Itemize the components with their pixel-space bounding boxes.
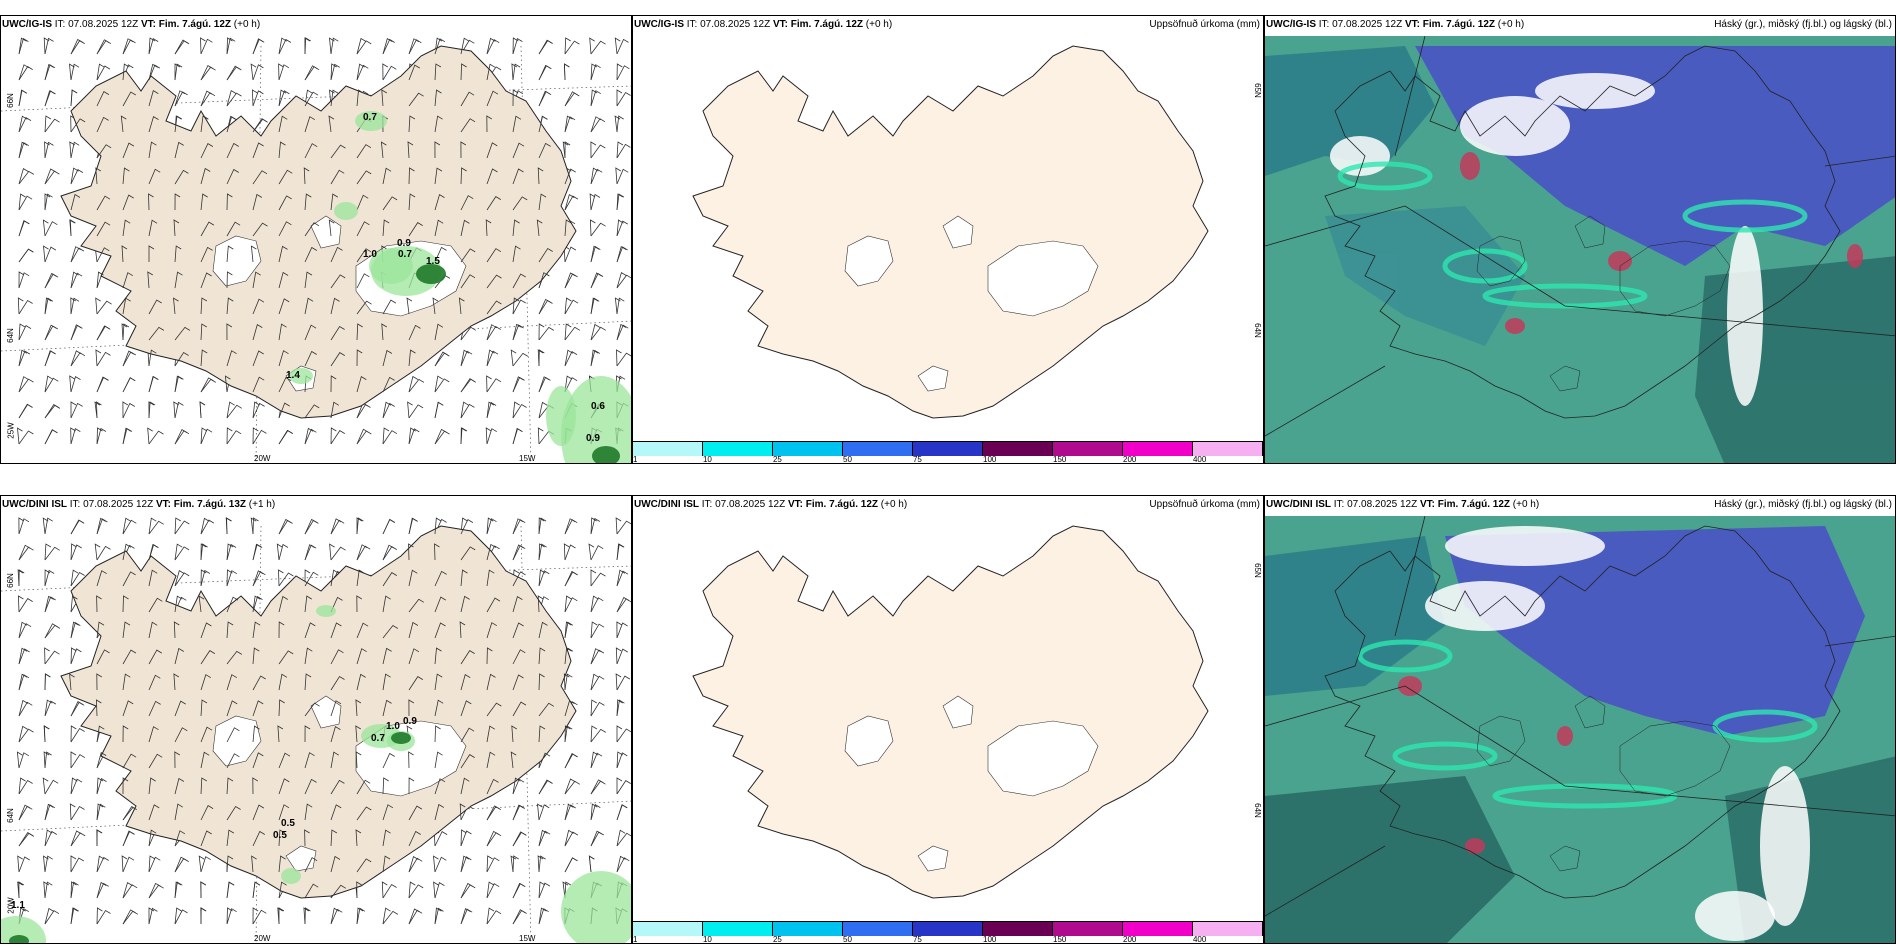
colorbar-label: 75 [912,455,922,464]
lat-label: 66N [5,573,15,588]
colorbar-label: 75 [912,935,922,944]
precip-value-label: 1.4 [286,370,300,381]
panel-title: UWC/IG-IS IT: 07.08.2025 12Z VT: Fim. 7.… [2,19,261,30]
precip-value-label: 1.1 [11,900,25,911]
wind-panel-bottom: UWC/DINI ISL IT: 07.08.2025 12Z VT: Fim.… [0,495,632,944]
precip-value-label: 0.7 [371,733,385,744]
lon-label: 20W [6,897,16,914]
colorbar-swatch [913,922,983,936]
colorbar-swatch [633,922,703,936]
cloud-map[interactable] [1265,496,1896,944]
colorbar-swatch [913,442,983,456]
colorbar-swatch [773,442,843,456]
colorbar-label: 25 [772,935,782,944]
lon-label: 20W [254,454,271,463]
colorbar-swatch [1123,922,1193,936]
colorbar-label: 1 [633,455,638,464]
cloud-panel-top: UWC/IG-IS IT: 07.08.2025 12Z VT: Fim. 7.… [1264,15,1896,464]
colorbar-swatch [1193,922,1263,936]
edge-label: 64N [1253,803,1263,818]
colorbar: 1 10 25 50 75 100 150 200 400 [633,921,1263,943]
panel-field-label: Uppsöfnuð úrkoma (mm) [1149,499,1260,510]
panel-title: UWC/IG-IS IT: 07.08.2025 12Z VT: Fim. 7.… [634,19,893,30]
panel-title: UWC/IG-IS IT: 07.08.2025 12Z VT: Fim. 7.… [1266,19,1525,30]
colorbar-swatch [703,442,773,456]
lat-label: 64N [5,808,15,823]
colorbar-swatch [843,922,913,936]
lon-label: 20W [254,934,271,943]
wind-map[interactable]: 0.71.0 0.9 0.50.5 1.1 [1,496,632,944]
colorbar-swatch [703,922,773,936]
precip-value-label: 0.9 [397,238,411,249]
precip-value-label: 0.7 [398,249,412,260]
colorbar-swatch [1053,442,1123,456]
colorbar-label: 200 [1123,455,1137,464]
panel-title: UWC/DINI ISL IT: 07.08.2025 12Z VT: Fim.… [2,499,276,510]
colorbar-swatch [843,442,913,456]
lon-label: 15W [519,454,536,463]
precip-value-label: 0.5 [281,818,295,829]
panel-title: UWC/DINI ISL IT: 07.08.2025 12Z VT: Fim.… [634,499,908,510]
colorbar-label: 150 [1053,455,1067,464]
panel-field-label: Uppsöfnuð úrkoma (mm) [1149,19,1260,30]
colorbar-swatch [1123,442,1193,456]
colorbar-label: 100 [983,935,997,944]
precip-map[interactable] [633,16,1264,464]
precip-panel-top: UWC/IG-IS IT: 07.08.2025 12Z VT: Fim. 7.… [632,15,1264,464]
colorbar-swatch [983,922,1053,936]
colorbar-swatch [773,922,843,936]
precip-panel-bottom: UWC/DINI ISL IT: 07.08.2025 12Z VT: Fim.… [632,495,1264,944]
precip-value-label: 0.5 [273,830,287,841]
colorbar-label: 10 [702,455,712,464]
colorbar-label: 50 [843,935,852,944]
colorbar-label: 100 [983,455,997,464]
panel-field-label: Háský (gr.), miðský (fj.bl.) og lágský (… [1714,19,1892,30]
precip-value-label: 1.0 [386,721,400,732]
edge-label: 64N [1253,323,1263,338]
precip-value-label: 1.0 [363,249,377,260]
colorbar-label: 400 [1192,455,1207,464]
cloud-panel-bottom: UWC/DINI ISL IT: 07.08.2025 12Z VT: Fim.… [1264,495,1896,944]
precip-value-label: 0.7 [363,112,377,123]
panel-title: UWC/DINI ISL IT: 07.08.2025 12Z VT: Fim.… [1266,499,1540,510]
colorbar-swatch [1193,442,1263,456]
lon-label: 15W [519,934,536,943]
colorbar-label: 200 [1123,935,1137,944]
precip-value-label: 0.9 [403,716,417,727]
colorbar-label: 50 [843,455,852,464]
lat-label: 64N [5,328,15,343]
colorbar-label: 400 [1192,935,1207,944]
precip-map[interactable] [633,496,1264,944]
colorbar-label: 1 [633,935,638,944]
edge-label: 65N [1253,563,1263,578]
colorbar-label: 150 [1053,935,1067,944]
colorbar-swatch [633,442,703,456]
colorbar-swatch [983,442,1053,456]
lat-label: 66N [5,93,15,108]
lon-label: 25W [6,422,16,439]
colorbar-label: 25 [772,455,782,464]
edge-label: 65N [1253,83,1263,98]
colorbar-label: 10 [702,935,712,944]
cloud-map[interactable] [1265,16,1896,464]
colorbar-swatch [1053,922,1123,936]
precip-value-label: 1.5 [426,256,440,267]
wind-panel-top: UWC/IG-IS IT: 07.08.2025 12Z VT: Fim. 7.… [0,15,632,464]
precip-value-label: 0.9 [586,433,600,444]
wind-map[interactable]: 0.70.91.0 0.71.51.40.60.9 [1,16,632,464]
precip-value-label: 0.6 [591,401,605,412]
panel-field-label: Háský (gr.), miðský (fj.bl.) og lágský (… [1714,499,1892,510]
colorbar: 1 10 25 50 75 100 150 200 400 [633,441,1263,463]
